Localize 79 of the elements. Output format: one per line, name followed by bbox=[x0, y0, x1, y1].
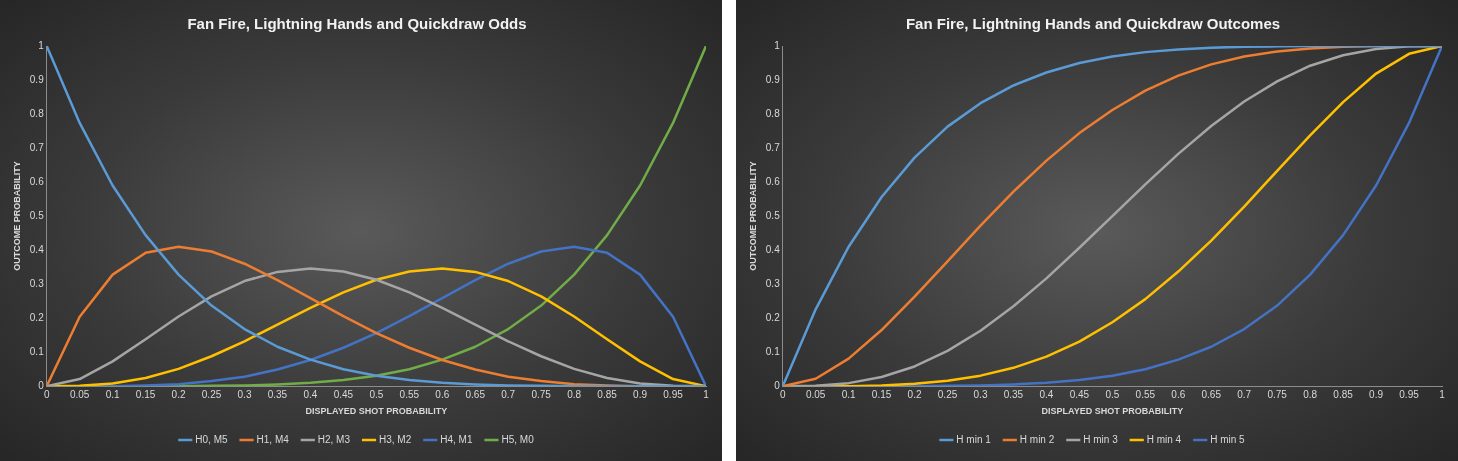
y-tick-label: 0.7 bbox=[765, 141, 781, 153]
legend-label: H min 4 bbox=[1146, 433, 1182, 445]
x-tick-label: 0.6 bbox=[435, 388, 450, 400]
legend-label: H4, M1 bbox=[440, 433, 473, 445]
x-tick-label: 0.85 bbox=[597, 388, 618, 400]
y-tick-label: 0 bbox=[774, 379, 781, 391]
x-tick-label: 0.85 bbox=[1333, 388, 1354, 400]
legend-label: H2, M3 bbox=[317, 433, 351, 445]
y-tick-label: 0.6 bbox=[765, 175, 781, 187]
legend-label: H5, M0 bbox=[501, 433, 535, 445]
x-tick-label: 0.3 bbox=[237, 388, 252, 400]
x-tick-label: 0.55 bbox=[399, 388, 420, 400]
y-tick-label: 0.2 bbox=[29, 311, 45, 323]
x-tick-label: 0.1 bbox=[841, 388, 857, 400]
x-tick-label: 0.35 bbox=[267, 388, 288, 400]
legend-label: H min 2 bbox=[1019, 433, 1055, 445]
y-tick-label: 0.9 bbox=[765, 73, 781, 85]
legend-label: H0, M5 bbox=[195, 433, 228, 445]
x-tick-label: 0.2 bbox=[907, 388, 922, 400]
chart-title: Fan Fire, Lightning Hands and Quickdraw Odds bbox=[187, 15, 527, 33]
y-tick-label: 0.3 bbox=[29, 277, 45, 289]
x-tick-label: 0.15 bbox=[135, 388, 156, 400]
legend-label: H min 1 bbox=[956, 433, 992, 445]
x-tick-label: 0.3 bbox=[973, 388, 988, 400]
chart-title: Fan Fire, Lightning Hands and Quickdraw Outcomes bbox=[905, 15, 1281, 33]
y-axis-title: OUTCOME PROBABILITY bbox=[11, 161, 22, 271]
x-tick-label: 0.05 bbox=[69, 388, 90, 400]
legend-label: H min 3 bbox=[1083, 433, 1119, 445]
legend-label: H3, M2 bbox=[379, 433, 412, 445]
y-tick-label: 0.5 bbox=[765, 209, 781, 221]
x-tick-label: 0.05 bbox=[805, 388, 826, 400]
y-tick-label: 1 bbox=[774, 39, 781, 51]
y-tick-label: 0.4 bbox=[765, 243, 781, 255]
x-tick-label: 0.25 bbox=[201, 388, 222, 400]
x-tick-label: 0.65 bbox=[465, 388, 486, 400]
y-tick-label: 0.8 bbox=[765, 107, 781, 119]
y-tick-label: 0.5 bbox=[29, 209, 45, 221]
x-tick-label: 0.15 bbox=[871, 388, 892, 400]
x-tick-label: 0.25 bbox=[937, 388, 958, 400]
y-tick-label: 0.7 bbox=[29, 141, 45, 153]
y-tick-label: 0.8 bbox=[29, 107, 45, 119]
x-tick-label: 0.95 bbox=[1399, 388, 1420, 400]
x-tick-label: 0.2 bbox=[171, 388, 186, 400]
x-tick-label: 0.5 bbox=[369, 388, 384, 400]
x-tick-label: 0.1 bbox=[105, 388, 121, 400]
y-tick-label: 0.6 bbox=[29, 175, 45, 187]
y-axis-title: OUTCOME PROBABILITY bbox=[747, 161, 758, 271]
x-tick-label: 1 bbox=[1439, 388, 1446, 400]
y-tick-label: 0.9 bbox=[29, 73, 45, 85]
y-tick-label: 0.3 bbox=[765, 277, 781, 289]
x-tick-label: 0.75 bbox=[531, 388, 552, 400]
x-tick-label: 0.55 bbox=[1135, 388, 1156, 400]
x-tick-label: 0.5 bbox=[1105, 388, 1120, 400]
legend-label: H min 5 bbox=[1210, 433, 1246, 445]
x-tick-label: 0.45 bbox=[333, 388, 354, 400]
x-tick-label: 0.65 bbox=[1201, 388, 1222, 400]
legend-label: H1, M4 bbox=[256, 433, 290, 445]
y-tick-label: 0 bbox=[38, 379, 45, 391]
y-tick-label: 0.4 bbox=[29, 243, 45, 255]
x-tick-label: 0.6 bbox=[1171, 388, 1186, 400]
x-tick-label: 0.7 bbox=[501, 388, 516, 400]
y-tick-label: 1 bbox=[38, 39, 45, 51]
x-tick-label: 0.4 bbox=[303, 388, 318, 400]
y-tick-label: 0.1 bbox=[29, 345, 45, 357]
x-tick-label: 1 bbox=[703, 388, 710, 400]
x-tick-label: 0.95 bbox=[663, 388, 684, 400]
x-tick-label: 0.4 bbox=[1039, 388, 1054, 400]
x-tick-label: 0.8 bbox=[1303, 388, 1318, 400]
x-tick-label: 0.8 bbox=[567, 388, 582, 400]
x-axis-title: DISPLAYED SHOT PROBABILITY bbox=[305, 406, 448, 417]
y-tick-label: 0.2 bbox=[765, 311, 781, 323]
y-tick-label: 0.1 bbox=[765, 345, 781, 357]
x-tick-label: 0.45 bbox=[1069, 388, 1090, 400]
x-tick-label: 0.7 bbox=[1237, 388, 1252, 400]
x-tick-label: 0.75 bbox=[1267, 388, 1288, 400]
x-tick-label: 0.35 bbox=[1003, 388, 1024, 400]
x-tick-label: 0.9 bbox=[1369, 388, 1384, 400]
x-axis-title: DISPLAYED SHOT PROBABILITY bbox=[1041, 406, 1184, 417]
x-tick-label: 0.9 bbox=[633, 388, 648, 400]
